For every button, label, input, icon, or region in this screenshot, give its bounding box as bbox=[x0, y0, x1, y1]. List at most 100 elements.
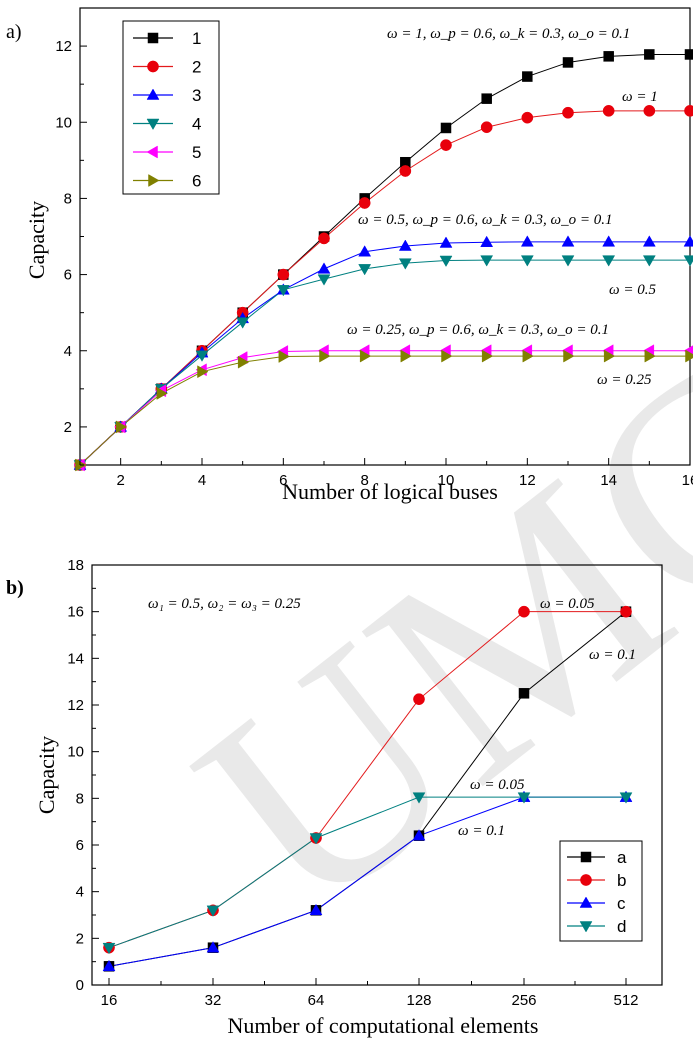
panel-a-series-4-line bbox=[79, 259, 690, 466]
panel-a-legend-marker-3 bbox=[146, 88, 160, 100]
panel-b-label: b) bbox=[6, 577, 24, 599]
panel-a-label: a) bbox=[6, 21, 22, 43]
panel-a-annotation-1: ω = 1, ω_p = 0.6, ω_k = 0.3, ω_o = 0.1 bbox=[387, 26, 630, 42]
panel-a-x-tick-label: 2 bbox=[116, 472, 124, 489]
panel-a-series-1-point bbox=[562, 57, 574, 68]
panel-b-legend-label-a: a bbox=[617, 848, 627, 867]
panel-b-series-d-point bbox=[102, 942, 116, 955]
panel-a-legend: 1 2 3 4 5 6 bbox=[122, 20, 220, 195]
panel-a-series-3-point bbox=[398, 239, 412, 251]
panel-b-series-b-point bbox=[413, 693, 425, 706]
panel-a-x-tick-label: 10 bbox=[438, 472, 455, 489]
panel-b-annotation-4: ω = 0.05 bbox=[470, 777, 525, 793]
panel-a-x-tick-label: 6 bbox=[279, 472, 287, 489]
panel-a-series-1-point bbox=[440, 122, 452, 134]
panel-a-series-4-point bbox=[195, 350, 209, 362]
panel-a-series-6-point bbox=[197, 365, 209, 379]
panel-a-ylabel: Capacity bbox=[24, 201, 49, 279]
panel-b-series-c-point bbox=[309, 903, 323, 916]
panel-b-legend-marker-c bbox=[579, 896, 593, 908]
panel-b-y-tick-label: 8 bbox=[76, 790, 84, 807]
panel-b-x-tick-label: 32 bbox=[205, 992, 222, 1009]
panel-a-legend-marker-5 bbox=[146, 145, 158, 159]
panel-b-series-b-point bbox=[620, 605, 632, 618]
panel-a-legend-marker-1 bbox=[147, 32, 159, 44]
panel-b-series-d-point bbox=[206, 905, 220, 917]
panel-b-series-d-point bbox=[517, 792, 531, 804]
panel-a-annotation-3: ω = 0.5, ω_p = 0.6, ω_k = 0.3, ω_o = 0.1 bbox=[358, 212, 613, 228]
panel-a-series-6-point bbox=[278, 350, 290, 363]
panel-a-series-4-point bbox=[317, 274, 331, 286]
panel-a-series-2-point bbox=[480, 121, 493, 134]
panel-b-series-d-line bbox=[108, 796, 626, 949]
panel-a-series-2-point bbox=[643, 104, 656, 117]
panel-a-series-2-point bbox=[277, 268, 290, 281]
panel-a-annotation-2: ω = 1 bbox=[622, 89, 658, 105]
panel-a-series-2-point bbox=[602, 104, 615, 117]
panel-a-series-6-point bbox=[685, 349, 693, 363]
panel-a-series-5-line bbox=[79, 350, 690, 466]
panel-a-series-2-line bbox=[79, 110, 690, 466]
panel-a-series-4-point bbox=[520, 255, 534, 267]
panel-b-annotation-1: ω₁ = 0.5, ω₂ = ω₃ = 0.25 bbox=[148, 596, 301, 612]
panel-b-y-tick-label: 6 bbox=[76, 837, 84, 854]
panel-a-y-tick-label: 6 bbox=[64, 267, 72, 284]
panel-a-series-6-point bbox=[441, 349, 453, 363]
panel-b-series-a-point bbox=[518, 688, 530, 699]
chart-panel-b: b) 16 32 64 128 256 512 0 2 4 6 8 10 12 14 16 18 Number… bbox=[6, 557, 663, 1038]
panel-a-legend-label-1: 1 bbox=[192, 29, 201, 48]
panel-b-legend-label-c: c bbox=[617, 894, 626, 913]
panel-a-x-tick-label: 8 bbox=[360, 472, 368, 489]
panel-a-series-4-point bbox=[480, 255, 494, 267]
panel-b-ticks: 16 32 64 128 256 512 0 2 4 6 8 10 12 14 16 18 bbox=[67, 557, 638, 1009]
panel-a-series-2-point bbox=[358, 197, 371, 209]
panel-a-series-3-point bbox=[480, 235, 494, 247]
panel-b-series-group bbox=[102, 605, 633, 972]
panel-b-annotation-5: ω = 0.1 bbox=[458, 823, 505, 839]
panel-a-series-1-point bbox=[522, 71, 533, 82]
panel-a-series-4-point bbox=[276, 285, 290, 297]
panel-a-series-3-point bbox=[561, 235, 575, 247]
panel-a-series-6-point bbox=[237, 355, 250, 369]
panel-b-series-c-point bbox=[412, 829, 426, 841]
panel-b-y-tick-label: 18 bbox=[67, 557, 84, 574]
panel-a-y-tick-label: 12 bbox=[55, 38, 72, 55]
panel-b-legend-marker-b bbox=[580, 874, 592, 886]
panel-b-x-tick-label: 256 bbox=[511, 992, 536, 1009]
panel-a-series-3-point bbox=[439, 236, 453, 248]
panel-a-x-tick-label: 16 bbox=[682, 472, 693, 489]
panel-b-y-tick-label: 0 bbox=[76, 977, 84, 994]
panel-a-series-4-point bbox=[561, 255, 575, 267]
panel-a-legend-label-5: 5 bbox=[192, 143, 201, 162]
panel-a-series-4-point bbox=[398, 258, 412, 270]
panel-b-x-tick-label: 128 bbox=[406, 992, 431, 1009]
panel-b-legend-marker-d bbox=[579, 921, 593, 933]
panel-a-series-6-point bbox=[359, 349, 372, 363]
panel-a-legend-marker-4 bbox=[146, 118, 160, 131]
panel-a-y-tick-label: 10 bbox=[55, 114, 72, 131]
panel-a-legend-marker-6 bbox=[148, 174, 160, 187]
panel-b-series-c-point bbox=[206, 941, 220, 953]
panel-a-legend-label-3: 3 bbox=[192, 86, 201, 105]
panel-a-series-4-point bbox=[358, 264, 372, 276]
panel-b-x-tick-label: 16 bbox=[101, 992, 118, 1009]
panel-b-series-b-point bbox=[518, 605, 530, 618]
panel-a-y-tick-label: 8 bbox=[64, 190, 72, 207]
panel-a-legend-label-2: 2 bbox=[192, 58, 201, 77]
panel-a-series-6-point bbox=[644, 349, 656, 363]
panel-a-annotation-4: ω = 0.5 bbox=[609, 282, 656, 298]
panel-b-legend-label-b: b bbox=[617, 871, 626, 890]
chart-panel-a: a) 24681012141624681012 Number of logica… bbox=[6, 7, 693, 504]
panel-b-ylabel: Capacity bbox=[34, 736, 59, 814]
panel-a-annotation-6: ω = 0.25 bbox=[597, 372, 652, 388]
panel-b-legend-marker-a bbox=[580, 851, 592, 863]
panel-a-series-4-point bbox=[642, 255, 656, 267]
panel-b-y-tick-label: 10 bbox=[67, 744, 84, 761]
panel-a-legend-box bbox=[122, 20, 220, 195]
panel-a-series-4-point bbox=[439, 255, 453, 267]
panel-a-series-4-point bbox=[683, 255, 693, 267]
panel-b-series-d-point bbox=[309, 833, 323, 845]
panel-a-series-2-point bbox=[562, 106, 574, 119]
panel-a-series-6-line bbox=[79, 355, 690, 466]
